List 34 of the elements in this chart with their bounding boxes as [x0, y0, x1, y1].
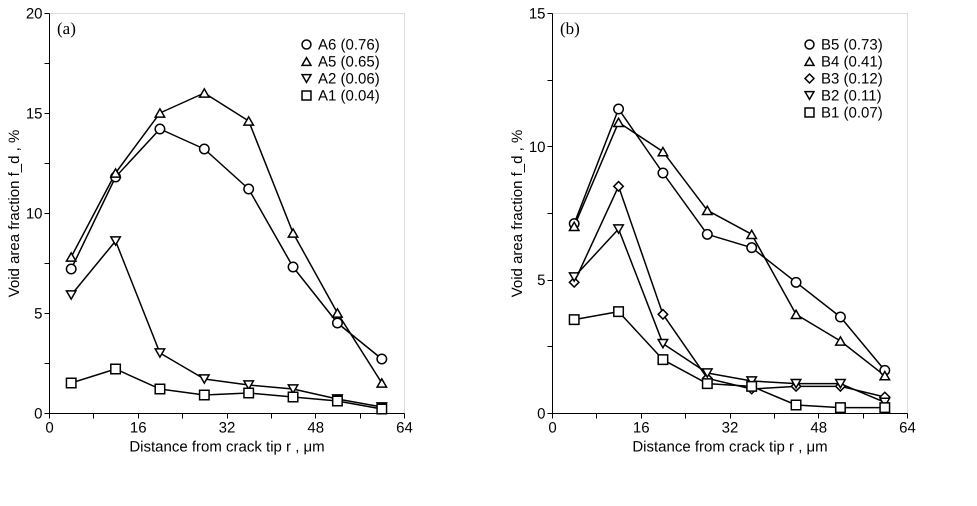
legend-label: B4 (0.41)	[821, 54, 883, 70]
x-tick-label: 64	[899, 420, 916, 436]
x-tick-label: 16	[130, 420, 147, 436]
legend-label: B3 (0.12)	[821, 70, 883, 88]
y-axis-title: Void area fraction f_d , %	[508, 130, 526, 298]
y-tick-label: 15	[26, 106, 42, 122]
y-tick-label: 10	[528, 138, 546, 156]
legend-label: A2 (0.06)	[318, 70, 380, 88]
x-tick-label: 32	[722, 420, 738, 436]
legend-label: B5 (0.73)	[821, 36, 883, 54]
x-tick-label: 0	[548, 420, 557, 436]
legend-label: B2 (0.11)	[821, 88, 882, 104]
y-axis-title: Void area fraction f_d , %	[6, 130, 23, 298]
annotation: (a)	[57, 19, 76, 38]
x-axis-title: Distance from crack tip r , μm	[129, 438, 325, 456]
x-tick-label: 32	[218, 420, 236, 436]
x-tick-label: 48	[307, 420, 324, 436]
annotation: (b)	[560, 19, 580, 38]
y-tick-label: 0	[34, 406, 42, 422]
y-tick-label: 20	[26, 6, 42, 22]
x-tick-label: 64	[396, 420, 413, 436]
x-tick-label: 48	[810, 420, 828, 436]
y-tick-label: 5	[34, 306, 42, 322]
y-tick-label: 15	[528, 6, 546, 22]
legend-label: B1 (0.07)	[821, 104, 883, 122]
legend-label: A6 (0.76)	[318, 36, 380, 54]
x-tick-label: 16	[632, 420, 650, 436]
x-tick-label: 0	[45, 420, 54, 436]
legend-label: A5 (0.65)	[318, 54, 380, 70]
y-tick-label: 10	[26, 206, 42, 222]
legend-label: A1 (0.04)	[318, 88, 380, 104]
x-axis-title: Distance from crack tip r , μm	[632, 438, 828, 456]
y-tick-label: 0	[537, 406, 546, 422]
y-tick-label: 5	[537, 272, 546, 290]
